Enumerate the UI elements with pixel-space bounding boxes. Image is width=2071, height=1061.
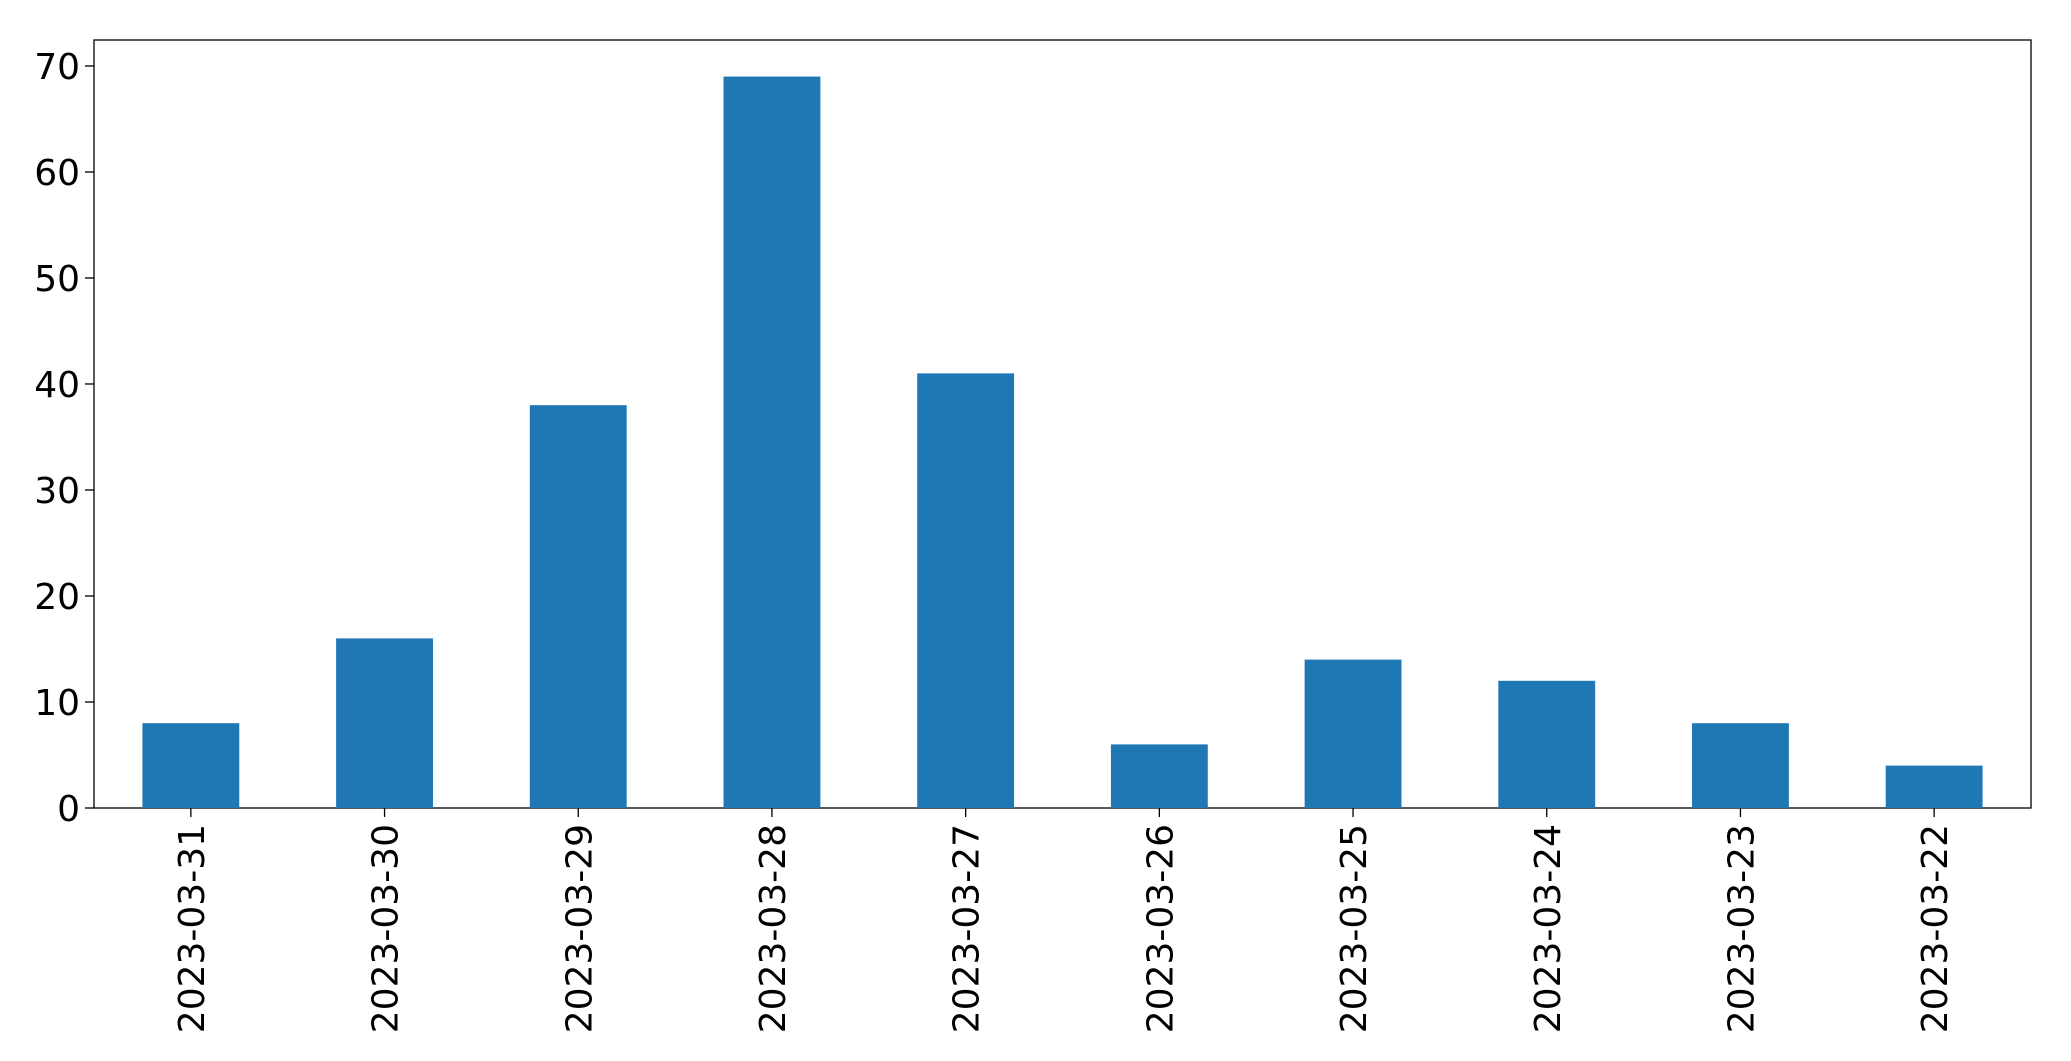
- bar: [529, 405, 627, 808]
- y-tick-label: 50: [34, 259, 80, 300]
- x-tick-label: 2023-03-31: [172, 824, 213, 1033]
- bar: [917, 373, 1015, 808]
- bar: [336, 638, 433, 808]
- axes-frame: [93, 39, 2032, 809]
- x-tick-label: 2023-03-28: [753, 824, 794, 1033]
- x-tick-label: 2023-03-24: [1528, 824, 1569, 1033]
- bar: [1885, 765, 1983, 808]
- y-tick-label: 70: [34, 47, 80, 88]
- x-tick-label: 2023-03-26: [1140, 824, 1181, 1033]
- x-tick-label: 2023-03-27: [947, 824, 988, 1033]
- y-tick-label: 40: [34, 365, 80, 406]
- x-tick-label: 2023-03-29: [559, 824, 600, 1033]
- bar: [1110, 744, 1208, 808]
- x-tick-label: 2023-03-22: [1915, 824, 1956, 1033]
- x-tick-label: 2023-03-23: [1721, 824, 1762, 1033]
- y-tick-label: 10: [34, 683, 80, 724]
- bar: [142, 723, 240, 808]
- bar: [1692, 723, 1789, 808]
- y-tick-label: 30: [34, 471, 80, 512]
- bar: [1498, 680, 1596, 808]
- x-tick-label: 2023-03-25: [1334, 824, 1375, 1033]
- y-tick-label: 60: [34, 153, 80, 194]
- x-tick-label: 2023-03-30: [366, 824, 407, 1033]
- bar: [1304, 659, 1402, 808]
- y-tick-label: 0: [57, 789, 80, 830]
- bar: [723, 76, 821, 809]
- y-tick-label: 20: [34, 577, 80, 618]
